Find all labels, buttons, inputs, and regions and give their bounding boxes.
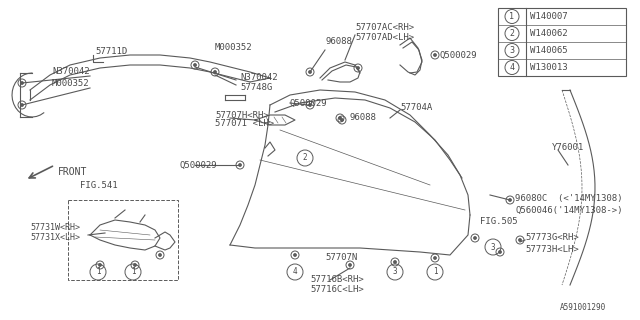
Text: 96080C  (<'14MY1308): 96080C (<'14MY1308) <box>515 194 623 203</box>
Text: 57773G<RH>: 57773G<RH> <box>525 234 579 243</box>
Text: 96088: 96088 <box>350 114 377 123</box>
Text: 3: 3 <box>393 268 397 276</box>
Text: FIG.505: FIG.505 <box>480 218 518 227</box>
Text: 57707H<RH>: 57707H<RH> <box>215 110 269 119</box>
Circle shape <box>474 237 476 239</box>
Circle shape <box>159 254 161 256</box>
Text: 57731X<LH>: 57731X<LH> <box>30 234 80 243</box>
Text: 2: 2 <box>303 154 307 163</box>
Text: W140007: W140007 <box>530 12 568 21</box>
Text: 57716C<LH>: 57716C<LH> <box>310 285 364 294</box>
Text: 57707I <LH>: 57707I <LH> <box>215 119 274 129</box>
Text: M000352: M000352 <box>52 79 90 89</box>
Circle shape <box>434 54 436 56</box>
Text: 57716B<RH>: 57716B<RH> <box>310 276 364 284</box>
Text: Q500029: Q500029 <box>180 161 218 170</box>
Text: W140062: W140062 <box>530 29 568 38</box>
Text: 57704A: 57704A <box>400 102 432 111</box>
Text: 3: 3 <box>509 46 515 55</box>
FancyBboxPatch shape <box>498 8 626 76</box>
Text: FRONT: FRONT <box>58 167 88 177</box>
Text: 1: 1 <box>509 12 515 21</box>
Text: 57707N: 57707N <box>325 253 357 262</box>
Text: Q560046('14MY1308->): Q560046('14MY1308->) <box>515 205 623 214</box>
Text: W140065: W140065 <box>530 46 568 55</box>
Text: FIG.541: FIG.541 <box>80 180 118 189</box>
Text: Q500029: Q500029 <box>290 99 328 108</box>
Text: 57748G: 57748G <box>240 84 272 92</box>
Text: Y76001: Y76001 <box>552 143 584 153</box>
Text: 1: 1 <box>96 268 100 276</box>
Text: 57773H<LH>: 57773H<LH> <box>525 245 579 254</box>
Circle shape <box>99 264 101 266</box>
Circle shape <box>309 71 311 73</box>
Text: N370042: N370042 <box>52 68 90 76</box>
Circle shape <box>341 119 343 121</box>
Circle shape <box>394 261 396 263</box>
Circle shape <box>509 199 511 201</box>
Circle shape <box>239 164 241 166</box>
Circle shape <box>214 71 216 73</box>
Circle shape <box>309 104 311 106</box>
Text: 4: 4 <box>509 63 515 72</box>
Text: N370042: N370042 <box>240 73 278 82</box>
Circle shape <box>294 254 296 256</box>
Text: M000352: M000352 <box>215 44 253 52</box>
Circle shape <box>20 104 23 106</box>
Text: 1: 1 <box>433 268 437 276</box>
Circle shape <box>499 251 501 253</box>
Circle shape <box>339 117 341 119</box>
Text: 96088: 96088 <box>325 37 352 46</box>
Text: 57707AD<LH>: 57707AD<LH> <box>355 34 414 43</box>
Text: 1: 1 <box>131 268 135 276</box>
Text: A591001290: A591001290 <box>560 303 606 313</box>
Text: 3: 3 <box>491 243 495 252</box>
Text: 57707AC<RH>: 57707AC<RH> <box>355 23 414 33</box>
Circle shape <box>434 257 436 259</box>
Text: 2: 2 <box>509 29 515 38</box>
Text: 57731W<RH>: 57731W<RH> <box>30 223 80 233</box>
Circle shape <box>357 67 359 69</box>
Circle shape <box>349 264 351 266</box>
Circle shape <box>194 64 196 66</box>
Text: 57711D: 57711D <box>95 47 127 57</box>
Circle shape <box>134 264 136 266</box>
Text: W130013: W130013 <box>530 63 568 72</box>
Text: 4: 4 <box>292 268 298 276</box>
Circle shape <box>519 239 521 241</box>
Text: Q500029: Q500029 <box>440 51 477 60</box>
Circle shape <box>20 82 23 84</box>
